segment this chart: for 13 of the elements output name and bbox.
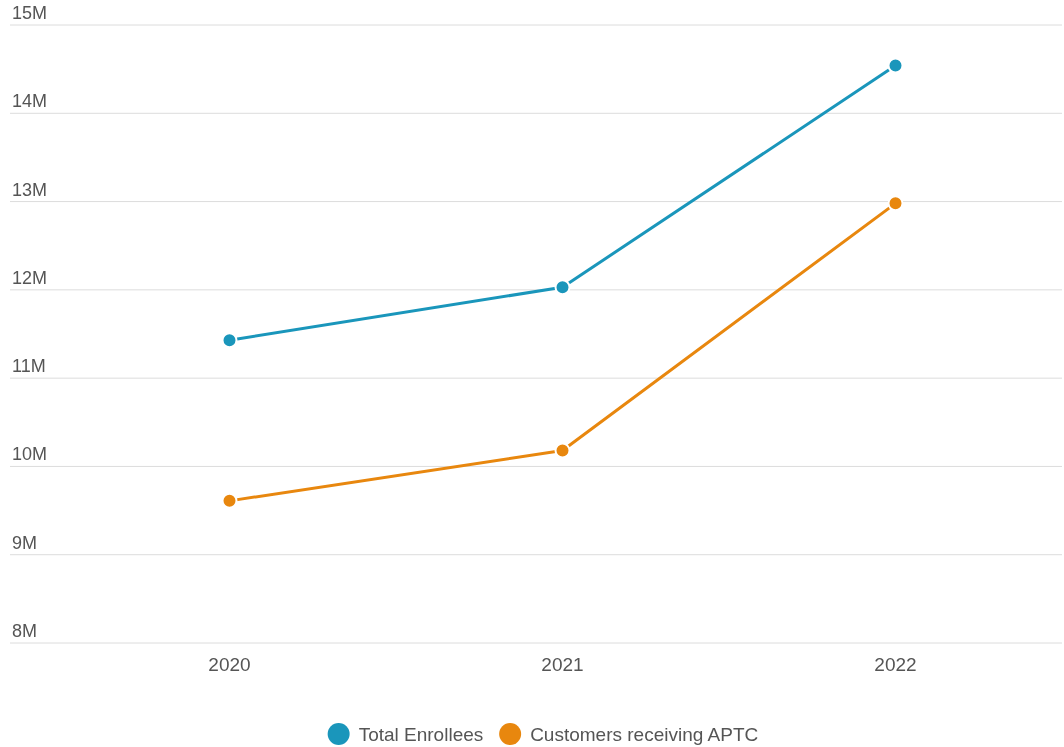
x-tick-label: 2020 bbox=[208, 654, 251, 675]
y-tick-label: 12M bbox=[12, 267, 48, 288]
legend-label: Customers receiving APTC bbox=[530, 724, 759, 745]
y-tick-label: 15M bbox=[12, 3, 48, 23]
legend-label: Total Enrollees bbox=[358, 724, 484, 745]
y-tick-label: 8M bbox=[12, 621, 38, 641]
y-tick-label: 13M bbox=[12, 179, 48, 200]
x-tick-label: 2021 bbox=[541, 654, 584, 675]
y-tick-label: 10M bbox=[12, 444, 48, 465]
y-tick-label: 11M bbox=[12, 356, 46, 377]
y-tick-label: 14M bbox=[12, 91, 48, 112]
y-tick-label: 9M bbox=[12, 532, 38, 553]
x-tick-label: 2022 bbox=[874, 654, 917, 675]
